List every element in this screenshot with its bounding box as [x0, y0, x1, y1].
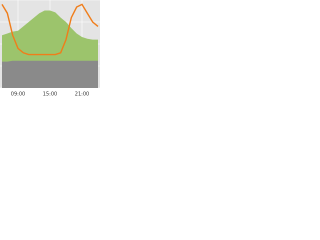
x-tick-label: 09:00 — [11, 92, 25, 98]
chart: 09:00 15:00 21:00 — [0, 0, 100, 100]
line — [1, 3, 99, 56]
x-tick-label: 21:00 — [75, 92, 89, 98]
x-tick-label: 15:00 — [43, 92, 57, 98]
area — [2, 60, 98, 88]
